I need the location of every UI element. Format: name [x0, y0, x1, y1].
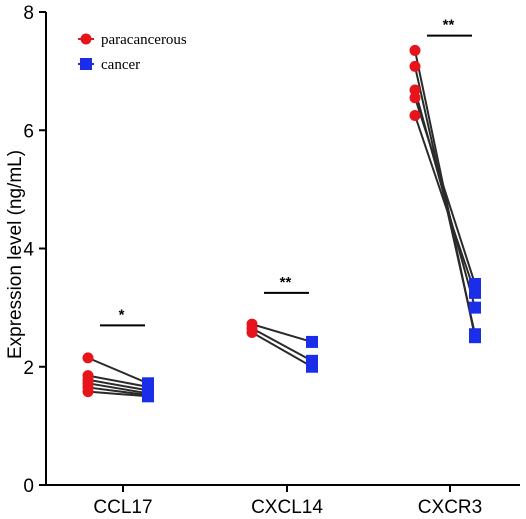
y-tick-label: 8: [23, 3, 34, 24]
legend-label: cancer: [101, 57, 140, 73]
paracancerous-point: [409, 44, 421, 56]
pair-line: [87, 378, 149, 392]
cancer-point: [469, 286, 481, 299]
pair-line: [87, 390, 149, 398]
pair-line: [414, 97, 476, 285]
cancer-point: [469, 328, 481, 341]
paracancerous-point: [246, 326, 258, 338]
paracancerous-point: [409, 109, 421, 121]
pair-line: [87, 386, 149, 397]
pair-line: [87, 356, 149, 385]
pair-line: [87, 382, 149, 395]
y-tick-label: 6: [23, 121, 34, 142]
pair-line: [251, 331, 313, 368]
pair-line: [87, 374, 149, 388]
significance-label: **: [443, 17, 455, 34]
paracancerous-point: [409, 92, 421, 104]
x-tick-label: CCL17: [93, 497, 152, 518]
x-tick-label: CXCR3: [418, 497, 482, 518]
y-tick-label: 0: [23, 476, 34, 497]
legend-label: paracancerous: [101, 32, 187, 48]
significance-label: **: [280, 274, 292, 291]
cancer-point: [142, 390, 154, 403]
pair-line: [251, 327, 313, 362]
paracancerous-point: [82, 352, 94, 364]
cancer-point: [306, 335, 318, 348]
legend-marker-circle: [80, 33, 92, 45]
x-tick-label: CXCL14: [251, 497, 323, 518]
data-points: [82, 44, 481, 403]
axes: 0 2 4 6 8 Expression level (ng/mL) CCL17 CXCL14…: [5, 3, 520, 518]
y-tick-label: 2: [23, 358, 34, 379]
pair-line: [414, 115, 476, 294]
paracancerous-point: [409, 84, 421, 96]
significance-label: *: [119, 306, 125, 323]
cancer-point: [469, 301, 481, 314]
paracancerous-point: [82, 386, 94, 398]
legend: paracancerous cancer: [78, 32, 187, 73]
y-axis-label: Expression level (ng/mL): [5, 150, 26, 359]
y-tick-label: 4: [23, 240, 34, 261]
significance-annotations: *****: [100, 17, 472, 327]
pair-lines: [87, 50, 476, 398]
cancer-point: [306, 360, 318, 373]
paracancerous-point: [409, 60, 421, 72]
pair-line: [251, 323, 313, 343]
legend-marker-square: [80, 58, 92, 70]
